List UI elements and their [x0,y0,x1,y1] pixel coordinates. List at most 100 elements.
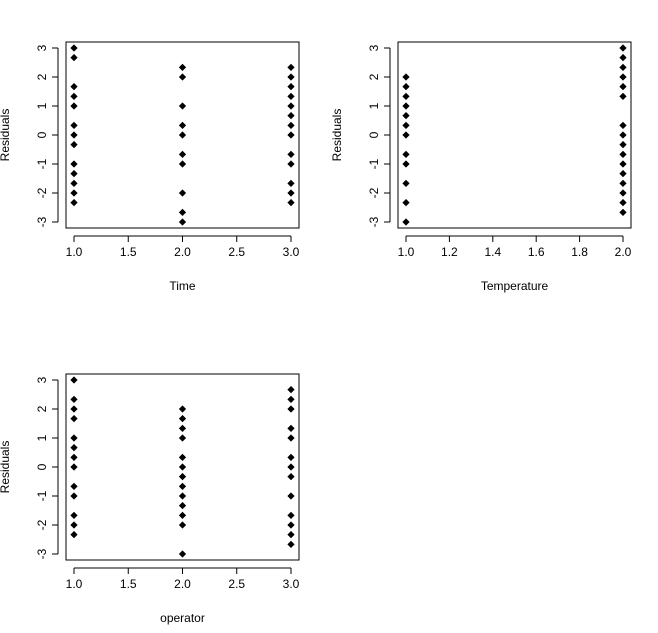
data-point [70,53,78,62]
data-point [402,150,410,159]
data-point [619,131,627,139]
data-point [70,434,78,442]
data-point [178,521,187,529]
panel-temperature: 1.0 1.2 1.4 1.6 1.8 2.0 -3 -2 -1 0 1 2 3 Temperatur… [330,41,632,293]
data-point [287,540,295,549]
data-point [619,53,627,62]
y-axis-operator: -3 -2 -1 0 1 2 3 [35,376,59,559]
y-tick-label: 3 [367,44,381,51]
data-point [287,424,295,433]
data-point [287,82,295,91]
panel-time: 1.0 1.5 2.0 2.5 3.0 -3 -2 -1 0 1 2 3 Time Residual… [0,41,300,293]
data-point [402,198,410,207]
data-point [178,131,187,139]
data-point [287,121,295,130]
data-point [619,189,627,197]
data-point [70,160,78,168]
y-tick-label: -3 [35,548,49,559]
data-point [619,92,627,101]
x-tick-label: 1.8 [571,245,588,259]
data-point [619,63,627,72]
x-tick-label: 2.0 [174,577,191,591]
y-tick-label: 1 [35,434,49,441]
y-axis-label-temperature: Residuals [330,109,344,162]
x-tick-label: 1.4 [484,245,501,259]
plot-frame-time [65,41,300,229]
x-tick-label: 1.0 [66,577,83,591]
data-point [178,511,187,520]
data-point [287,131,295,139]
x-tick-label: 2.5 [228,577,245,591]
data-point [402,121,410,130]
data-point [287,198,295,207]
data-point [619,198,627,207]
y-tick-label: -2 [367,187,381,198]
data-point [287,530,295,539]
data-point [287,385,295,394]
data-point [402,218,410,226]
data-point [287,463,295,471]
data-point [619,82,627,91]
data-point [178,189,187,197]
data-point [70,82,78,91]
y-axis-temperature: -3 -2 -1 0 1 2 3 [367,44,391,227]
x-axis-time: 1.0 1.5 2.0 2.5 3.0 [66,235,300,259]
y-axis-label-operator: Residuals [0,441,12,494]
data-point [178,434,187,442]
x-tick-label: 1.6 [528,245,545,259]
data-point [402,111,410,120]
data-point [619,44,627,52]
data-point [178,482,187,491]
data-point [287,521,295,529]
y-tick-label: -3 [367,216,381,227]
x-tick-label: 2.0 [174,245,191,259]
y-tick-label: 3 [35,376,49,383]
data-point [619,160,627,168]
y-tick-label: 1 [367,102,381,109]
data-point [70,492,78,500]
x-tick-label: 2.5 [228,245,245,259]
data-point [619,208,627,217]
data-point [619,140,627,149]
data-point [70,405,78,413]
data-point [178,492,187,500]
data-point [287,102,295,110]
data-point [178,121,187,130]
plot-frame-operator [65,373,300,561]
data-point [178,405,187,413]
x-axis-label-temperature: Temperature [481,279,549,293]
data-point [70,443,78,452]
data-point [70,179,78,188]
x-tick-label: 1.0 [66,245,83,259]
data-point [178,472,187,481]
data-point [287,395,295,404]
data-point [70,131,78,139]
data-point [287,150,295,159]
y-axis-label-time: Residuals [0,109,12,162]
data-point [619,73,627,81]
data-point [70,395,78,404]
x-axis-temperature: 1.0 1.2 1.4 1.6 1.8 2.0 [398,235,632,259]
data-point [178,463,187,471]
data-point [402,179,410,188]
data-point [619,121,627,130]
y-tick-label: -2 [35,187,49,198]
y-tick-label: 2 [35,405,49,412]
data-point [287,160,295,168]
data-point [619,169,627,178]
data-point [287,472,295,481]
y-tick-label: -1 [35,158,49,169]
points-time [70,44,295,226]
data-point [70,198,78,207]
x-tick-label: 1.2 [441,245,458,259]
x-tick-label: 1.5 [120,577,137,591]
y-tick-label: -3 [35,216,49,227]
data-point [287,492,295,500]
data-point [70,511,78,520]
y-tick-label: 2 [367,73,381,80]
data-point [178,218,187,226]
y-tick-label: 3 [35,44,49,51]
y-tick-label: -1 [35,490,49,501]
data-point [402,102,410,110]
